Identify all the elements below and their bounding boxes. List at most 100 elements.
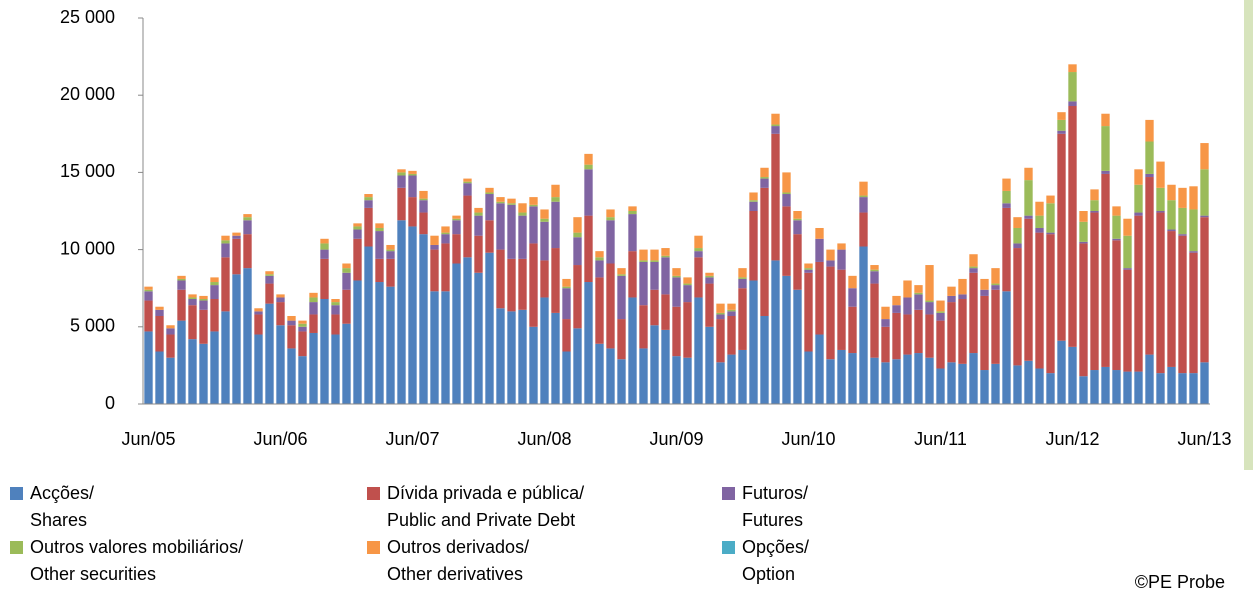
legend-swatch [10, 541, 23, 554]
bar-segment [859, 181, 868, 196]
x-tick-label: Jun/10 [781, 429, 835, 449]
bar-segment [705, 283, 714, 327]
bar-segment [606, 217, 615, 221]
bar-segment [650, 289, 659, 326]
bar-segment [309, 302, 318, 315]
bar-segment [749, 200, 758, 202]
bar-segment [1002, 190, 1011, 204]
bar-segment [1134, 215, 1143, 372]
bar-segment [881, 362, 890, 404]
bar-segment [386, 258, 395, 287]
bar-segment [221, 235, 230, 241]
bar-segment [419, 200, 428, 213]
bar-segment [672, 356, 681, 404]
bar-segment [1200, 362, 1209, 404]
x-tick-label: Jun/08 [517, 429, 571, 449]
bar-segment [1079, 241, 1088, 244]
bar-segment [848, 288, 857, 307]
bar-segment [595, 343, 604, 404]
bar-segment [1189, 209, 1198, 252]
credit: ©PE Probe [1134, 572, 1225, 592]
bar-segment [254, 308, 263, 312]
x-tick-label: Jun/11 [914, 429, 967, 449]
bar-segment [639, 249, 648, 261]
bar-segment [507, 203, 516, 205]
bar-segment [1068, 64, 1077, 73]
bar-segment [419, 198, 428, 201]
bar-segment [408, 173, 417, 176]
bar-segment [309, 314, 318, 333]
bar-segment [859, 197, 868, 213]
bar-segment [760, 315, 769, 404]
bar-segment [188, 297, 197, 300]
bar-segment [1134, 212, 1143, 216]
bar-segment [265, 271, 274, 275]
bar-segment [452, 234, 461, 264]
bar-segment [496, 197, 505, 202]
bar-segment [485, 220, 494, 253]
bar-segment [661, 255, 670, 258]
bar-segment [870, 265, 879, 270]
bar-segment [628, 251, 637, 298]
bar-segment [573, 232, 582, 238]
bar-segment [210, 282, 219, 286]
bar-segment [221, 311, 230, 404]
bar-segment [606, 220, 615, 264]
bar-segment [342, 289, 351, 324]
bar-segment [210, 285, 219, 300]
bar-segment [1189, 252, 1198, 374]
bar-segment [397, 220, 406, 404]
bar-segment [386, 251, 395, 259]
bar-segment [177, 280, 186, 290]
bar-segment [617, 359, 626, 404]
bar-segment [1145, 119, 1154, 142]
bar-segment [166, 334, 175, 358]
bar-segment [496, 308, 505, 404]
bar-segment [947, 302, 956, 363]
bar-segment [1101, 170, 1110, 174]
bar-segment [331, 314, 340, 335]
bar-segment [1035, 215, 1044, 228]
bar-segment [353, 229, 362, 239]
x-tick-label: Jun/07 [385, 429, 439, 449]
bar-segment [914, 294, 923, 310]
bar-segment [210, 299, 219, 332]
bar-segment [309, 297, 318, 303]
bar-segment [1101, 173, 1110, 367]
bar-segment [1002, 291, 1011, 404]
bar-segment [199, 343, 208, 404]
bar-segment [1024, 180, 1033, 216]
bar-segment [562, 278, 571, 287]
bar-segment [650, 325, 659, 404]
bar-segment [298, 331, 307, 357]
bar-segment [397, 169, 406, 173]
bar-segment [441, 243, 450, 292]
bar-segment [452, 263, 461, 404]
bar-segment [727, 303, 736, 310]
bar-segment [1024, 167, 1033, 181]
bar-segment [881, 319, 890, 327]
bar-segment [694, 297, 703, 404]
bar-segment [1057, 340, 1066, 404]
bar-segment [529, 197, 538, 205]
bar-segment [815, 261, 824, 335]
bar-segment [903, 280, 912, 298]
bar-segment [320, 258, 329, 300]
bar-segment [1024, 360, 1033, 404]
bar-segment [408, 170, 417, 174]
bar-segment [1123, 268, 1132, 270]
bar-segment [199, 300, 208, 310]
bar-segment [551, 312, 560, 404]
bar-segment [958, 278, 967, 295]
bar-segment [617, 274, 626, 276]
bar-segment [727, 311, 736, 316]
bar-segment [1079, 376, 1088, 404]
bar-segment [1090, 212, 1099, 371]
bar-segment [1013, 365, 1022, 404]
bar-segment [177, 289, 186, 321]
bar-segment [1046, 203, 1055, 233]
bar-segment [936, 300, 945, 312]
x-tick-label: Jun/05 [121, 429, 175, 449]
x-tick-label: Jun/12 [1045, 429, 1099, 449]
bar-segment [694, 257, 703, 298]
